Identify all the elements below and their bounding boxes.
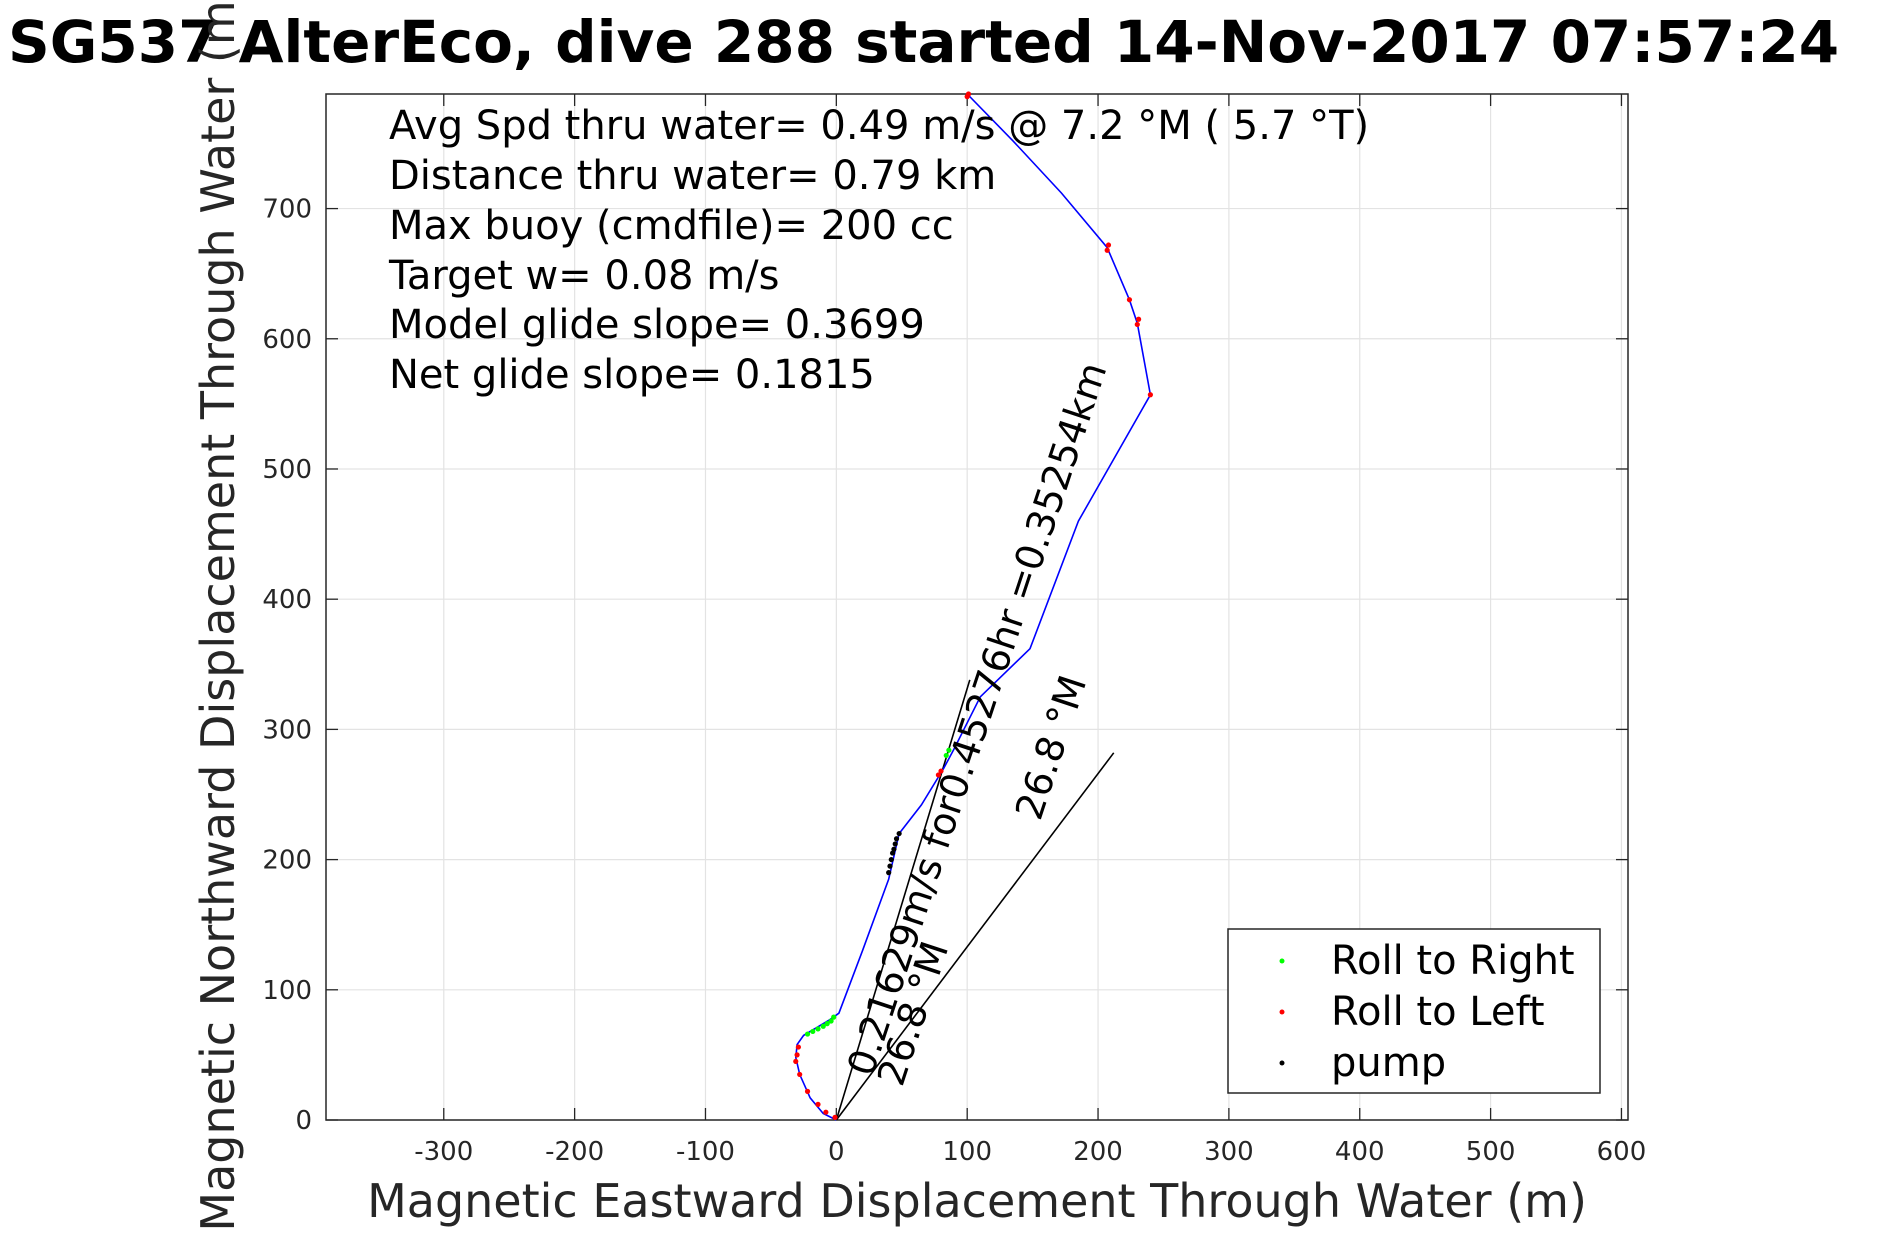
pump-points xyxy=(886,830,902,876)
legend-entry-pump: pump xyxy=(1331,1040,1446,1086)
roll-left-point xyxy=(794,1052,800,1058)
y-axis-label: Magnetic Northward Displacement Through … xyxy=(191,0,245,1232)
y-tick-label: 600 xyxy=(262,325,312,355)
roll-right-point xyxy=(946,747,952,753)
roll-left-point xyxy=(815,1101,821,1107)
x-tick-label: 0 xyxy=(828,1137,845,1167)
x-tick-label: 100 xyxy=(942,1137,992,1167)
x-tick-label: -100 xyxy=(676,1137,735,1167)
roll-right-point xyxy=(943,752,949,759)
roll-left-point xyxy=(965,91,972,97)
x-tick-label: 200 xyxy=(1073,1137,1123,1167)
pump-point xyxy=(891,846,897,852)
annotation-net-glide: Net glide slope= 0.1815 xyxy=(389,352,875,398)
x-tick-label: 300 xyxy=(1204,1137,1254,1167)
y-tick-label: 300 xyxy=(262,715,312,745)
legend-box xyxy=(1227,928,1601,1094)
x-axis-label: Magnetic Eastward Displacement Through W… xyxy=(367,1174,1587,1228)
roll-left-point xyxy=(1105,242,1112,248)
roll-left-points xyxy=(793,91,1153,1120)
roll-right-point xyxy=(828,1018,834,1024)
roll-right-point xyxy=(820,1023,826,1029)
legend-entry-roll-left: Roll to Left xyxy=(1331,989,1545,1035)
legend-marker-pump xyxy=(1279,1060,1285,1066)
y-tick-label: 200 xyxy=(262,846,312,876)
pump-point xyxy=(893,836,900,842)
roll-right-point xyxy=(831,1014,837,1020)
annotation-model-glide: Model glide slope= 0.3699 xyxy=(389,302,925,348)
plot-frame xyxy=(325,93,1629,1121)
annotation-avg-speed: Avg Spd thru water= 0.49 m/s @ 7.2 °M ( … xyxy=(389,103,1369,149)
legend-marker-roll-right xyxy=(1279,958,1285,964)
annotation-target-w: Target w= 0.08 m/s xyxy=(388,253,779,299)
y-tick-label: 0 xyxy=(295,1106,312,1136)
x-tick-labels: -300 -200 -100 0 100 200 300 400 500 600 xyxy=(414,1137,1646,1167)
roll-right-point xyxy=(810,1028,816,1035)
roll-left-point xyxy=(935,772,941,778)
roll-left-point xyxy=(823,1109,829,1115)
annotation-max-buoy: Max buoy (cmdfile)= 200 cc xyxy=(389,203,954,249)
roll-left-point xyxy=(938,768,944,774)
pump-point xyxy=(892,841,898,847)
legend-marker-roll-left xyxy=(1279,1009,1285,1015)
roll-right-point xyxy=(815,1026,821,1032)
current-line xyxy=(835,752,1115,1121)
pump-point xyxy=(896,830,902,837)
y-tick-label: 400 xyxy=(262,585,312,615)
y-tick-label: 500 xyxy=(262,455,312,485)
x-tick-label: 500 xyxy=(1466,1137,1516,1167)
annotation-distance: Distance thru water= 0.79 km xyxy=(389,153,996,199)
y-tick-label: 100 xyxy=(262,976,312,1006)
roll-left-point xyxy=(797,1071,803,1078)
x-tick-label: -200 xyxy=(545,1137,604,1167)
annotation-block: Avg Spd thru water= 0.49 m/s @ 7.2 °M ( … xyxy=(388,103,1369,398)
x-tick-label: -300 xyxy=(414,1137,473,1167)
y-tick-labels: 0 100 200 300 400 500 600 700 xyxy=(262,195,312,1136)
roll-left-point xyxy=(1126,297,1133,303)
x-tick-label: 600 xyxy=(1597,1137,1647,1167)
x-tick-label: 400 xyxy=(1335,1137,1385,1167)
roll-left-point xyxy=(793,1058,799,1065)
roll-right-points xyxy=(804,747,952,1037)
legend: Roll to Right Roll to Left pump xyxy=(1227,928,1601,1094)
roll-left-point xyxy=(795,1044,801,1050)
pump-point xyxy=(889,850,896,856)
pump-point xyxy=(886,870,892,876)
chart-title: SG537 AlterEco, dive 288 started 14-Nov-… xyxy=(8,8,1839,76)
roll-left-point xyxy=(1104,247,1110,253)
pump-point xyxy=(887,863,893,869)
roll-right-point xyxy=(804,1031,811,1037)
roll-left-point xyxy=(1147,392,1153,398)
y-tick-label: 700 xyxy=(262,195,312,225)
roll-left-point xyxy=(1134,321,1140,328)
roll-left-point xyxy=(1136,316,1142,322)
pump-point xyxy=(888,856,894,863)
roll-right-point xyxy=(824,1021,830,1027)
roll-left-point xyxy=(804,1088,811,1094)
legend-entry-roll-right: Roll to Right xyxy=(1331,938,1575,984)
roll-left-point xyxy=(832,1114,838,1120)
